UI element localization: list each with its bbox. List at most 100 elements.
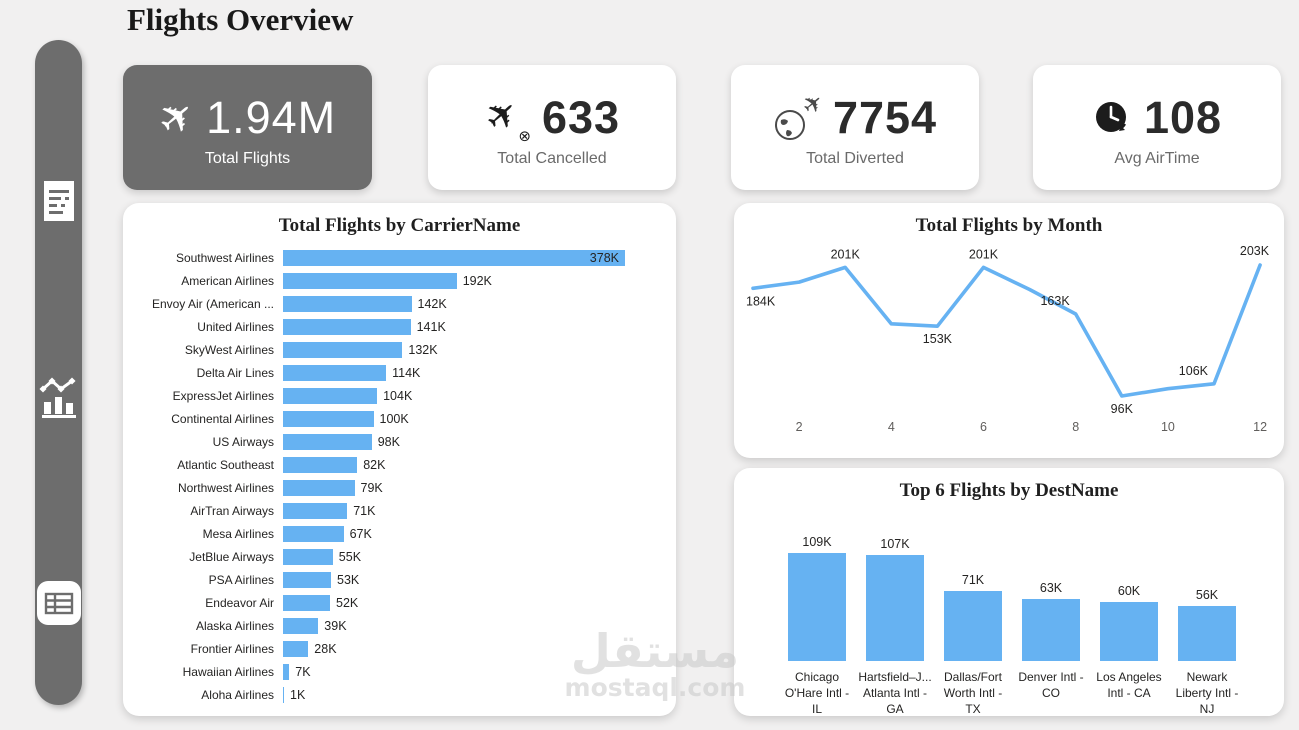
carrier-row: US Airways 98K [133,431,668,453]
carrier-bar[interactable] [283,434,372,450]
carrier-bar[interactable] [283,342,403,358]
dest-category-label: Dallas/Fort Worth Intl - TX [943,670,1003,716]
carrier-row: Delta Air Lines 114K [133,362,668,384]
carrier-category-label: Atlantic Southeast [177,458,274,472]
sidebar-item-report[interactable] [35,178,82,224]
carrier-bar-track: 141K [283,319,668,335]
carrier-row: AirTran Airways 71K [133,500,668,522]
carrier-row: Continental Airlines 100K [133,408,668,430]
month-point-label: 163K [1040,294,1070,308]
carrier-category-label: Hawaiian Airlines [182,665,274,679]
carrier-bar-track: 192K [283,273,668,289]
month-axis-tick: 10 [1161,420,1175,434]
carrier-bar-track: 98K [283,434,668,450]
kpi-card-total-cancelled[interactable]: ✈ ⊗ 633 Total Cancelled [428,65,676,190]
dest-value-label: 71K [961,572,985,587]
carrier-value-label: 98K [377,435,400,449]
carrier-bar[interactable] [283,319,411,335]
page-title: Flights Overview [127,2,354,37]
carrier-category-label: Envoy Air (American ... [151,297,274,311]
carrier-bar[interactable] [283,549,333,565]
month-point-label: 184K [746,294,776,308]
dest-bar[interactable] [866,555,924,661]
sidebar-item-table[interactable] [35,580,82,626]
kpi-label: Avg AirTime [1114,149,1200,167]
carrier-row: Hawaiian Airlines 7K [133,661,668,683]
kpi-card-avg-airtime[interactable]: 108 Avg AirTime [1033,65,1281,190]
carrier-bar[interactable] [283,388,378,404]
carrier-bar[interactable] [283,572,331,588]
carrier-bar-track: 82K [283,457,668,473]
carrier-bar-track: 52K [283,595,668,611]
dest-category-label: Hartsfield–J... Atlanta Intl - GA [858,670,932,716]
carrier-bar[interactable] [283,273,457,289]
carrier-bar[interactable] [283,411,374,427]
carrier-bar[interactable] [283,365,387,381]
carrier-category-label: United Airlines [197,320,274,334]
carrier-value-label: 28K [314,642,337,656]
clock-icon [1095,101,1126,132]
kpi-card-total-flights[interactable]: ✈ 1.94M Total Flights [123,65,372,190]
carrier-bar[interactable] [283,664,290,680]
month-line-chart[interactable]: 184K 201K 153K 201K 163K 96K 106K 203K 2 4 6 8 10 12 [744,233,1274,443]
carrier-bar[interactable] [283,526,344,542]
sidebar-item-charts[interactable] [35,376,82,420]
carrier-category-label: Southwest Airlines [175,251,274,265]
kpi-value: 108 [1143,91,1223,143]
kpi-card-total-diverted[interactable]: ✈ 7754 Total Diverted [731,65,979,190]
month-point-label: 106K [1179,364,1209,378]
carrier-value-label: 192K [462,274,492,288]
plane-cancelled-icon: ✈ ⊗ [475,87,531,145]
carrier-bar[interactable] [283,687,284,703]
carrier-row: ExpressJet Airlines 104K [133,385,668,407]
carrier-category-label: Continental Airlines [171,412,274,426]
carrier-bar[interactable] [283,457,358,473]
month-chart-title: Total Flights by Month [915,215,1103,236]
dest-bar[interactable] [1022,598,1080,661]
globe-plane-icon: ✈ [773,86,830,142]
plane-icon: ✈ [147,87,206,148]
month-line-series[interactable] [751,263,1262,398]
month-axis-tick: 4 [888,420,895,434]
dest-bar[interactable] [1178,605,1236,661]
month-point-label: 96K [1111,402,1134,416]
carrier-chart-rows: Southwest Airlines 378K American Airlines 1… [133,247,668,706]
carrier-value-label: 39K [324,619,347,633]
dest-bar[interactable] [944,590,1002,661]
carrier-value-label: 55K [338,550,362,564]
dest-column: 109K Chicago O'Hare Intl - IL [778,508,856,717]
dest-bar[interactable] [788,553,846,661]
carrier-bar[interactable] [283,480,355,496]
month-point-label: 201K [831,247,861,261]
carrier-bar-track: 114K [283,365,668,381]
carrier-value-label: 79K [360,481,383,495]
carrier-bar[interactable] [283,503,348,519]
dest-chart-columns: 109K Chicago O'Hare Intl - IL 107K Hartsfield… [778,508,1246,717]
dest-value-label: 63K [1039,580,1063,595]
carrier-value-label: 1K [290,688,306,702]
carrier-row: Endeavor Air 52K [133,592,668,614]
carrier-bar[interactable] [283,296,412,312]
sidebar-nav [35,40,82,705]
carrier-value-label: 53K [337,573,360,587]
carrier-bar-track: 71K [283,503,668,519]
carrier-category-label: SkyWest Airlines [184,343,274,357]
dest-value-label: 107K [880,537,910,552]
carrier-row: Frontier Airlines 28K [133,638,668,660]
dest-column: 71K Dallas/Fort Worth Intl - TX [934,508,1012,717]
carrier-bar[interactable]: 378K [283,250,625,266]
carrier-bar-track: 67K [283,526,668,542]
carrier-bar[interactable] [283,618,319,634]
dest-chart-title: Top 6 Flights by DestName [899,480,1119,501]
dest-value-label: 60K [1117,583,1141,598]
month-axis-tick: 8 [1072,420,1079,434]
carrier-category-label: Mesa Airlines [202,527,274,541]
dest-bar[interactable] [1100,601,1158,661]
carrier-row: SkyWest Airlines 132K [133,339,668,361]
carrier-row: Envoy Air (American ... 142K [133,293,668,315]
carrier-bar[interactable] [283,641,309,657]
carrier-bar-track: 132K [283,342,668,358]
carrier-bar[interactable] [283,595,330,611]
carrier-value-label: 67K [349,527,372,541]
carrier-category-label: JetBlue Airways [189,550,274,564]
